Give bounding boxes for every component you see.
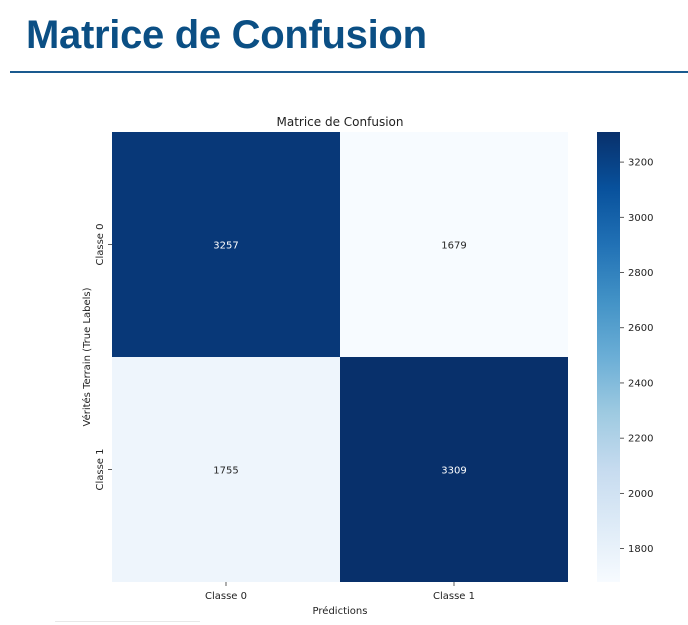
colorbar-tick-label: 1800 bbox=[628, 544, 653, 555]
x-tick-label: Classe 0 bbox=[205, 591, 247, 602]
cell-value-label: 3257 bbox=[213, 241, 238, 252]
chart-title: Matrice de Confusion bbox=[277, 115, 404, 129]
heatmap-cell bbox=[112, 357, 340, 582]
colorbar-tick-label: 2000 bbox=[628, 489, 653, 500]
slide-title: Matrice de Confusion bbox=[26, 13, 427, 57]
x-axis-label: Prédictions bbox=[313, 605, 368, 617]
colorbar-tick-label: 3000 bbox=[628, 213, 653, 224]
heatmap-cell bbox=[112, 132, 340, 357]
y-axis-label: Vérités Terrain (True Labels) bbox=[81, 287, 93, 426]
cell-value-label: 1755 bbox=[213, 466, 238, 477]
footer-divider bbox=[55, 621, 200, 622]
colorbar-tick-label: 3200 bbox=[628, 158, 653, 169]
heatmap-cell bbox=[340, 132, 568, 357]
colorbar-tick-label: 2400 bbox=[628, 378, 653, 389]
cell-value-label: 1679 bbox=[441, 241, 466, 252]
colorbar-tick-label: 2800 bbox=[628, 268, 653, 279]
colorbar-tick-label: 2200 bbox=[628, 434, 653, 445]
y-tick-label: Classe 0 bbox=[95, 223, 106, 265]
colorbar-tick-label: 2600 bbox=[628, 323, 653, 334]
y-tick-label: Classe 1 bbox=[95, 448, 106, 490]
title-rule bbox=[10, 71, 688, 73]
heatmap-cell bbox=[340, 357, 568, 582]
colorbar bbox=[597, 132, 620, 582]
cell-value-label: 3309 bbox=[441, 466, 466, 477]
x-tick-label: Classe 1 bbox=[433, 591, 475, 602]
